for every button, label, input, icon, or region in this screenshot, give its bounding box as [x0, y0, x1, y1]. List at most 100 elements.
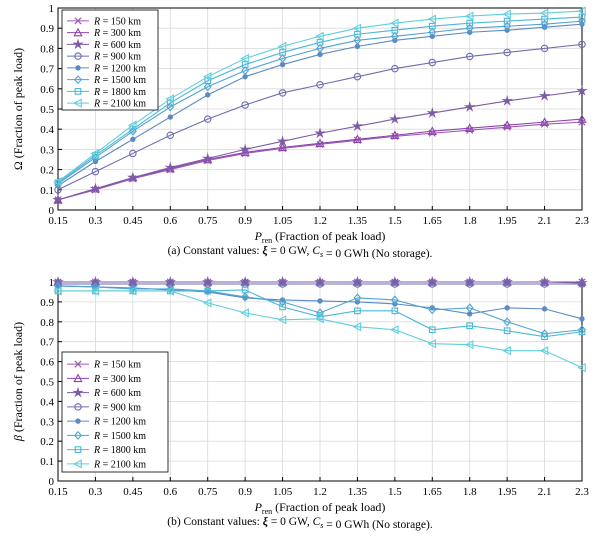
- series-r-600-km: [52, 84, 588, 205]
- legend-label: R = 1200 km: [93, 417, 146, 428]
- marker-triangle: [73, 373, 83, 383]
- x-tick-label: 2.3: [575, 215, 589, 227]
- marker-circle: [203, 115, 212, 123]
- series-group: [52, 6, 588, 205]
- legend-label: R = 1500 km: [93, 75, 146, 86]
- marker-dot: [205, 92, 211, 98]
- figure-caption: (a) Constant values: ξ = 0 GW, Cs = 0 GW…: [168, 244, 433, 260]
- x-axis-label: Pren (Fraction of peak load): [254, 229, 386, 245]
- y-tick-label: 0.7: [40, 337, 54, 349]
- marker-triangle: [465, 123, 475, 132]
- x-tick-label: 1.35: [348, 215, 368, 227]
- marker-diamond: [353, 293, 362, 303]
- marker-square: [74, 88, 82, 95]
- marker-dot: [130, 136, 136, 143]
- legend-label: R = 2100 km: [93, 459, 146, 470]
- legend-label: R = 900 km: [93, 52, 141, 63]
- y-tick-label: 0: [49, 476, 55, 488]
- marker-diamond: [390, 31, 399, 41]
- x-tick-label: 0.45: [123, 215, 143, 227]
- marker-square: [391, 26, 399, 34]
- marker-circle: [503, 48, 511, 57]
- legend: R = 150 kmR = 300 kmR = 600 kmR = 900 km…: [61, 9, 159, 111]
- x-tick-label: 1.8: [463, 486, 477, 498]
- marker-square: [503, 17, 511, 25]
- marker-triangle: [539, 117, 550, 126]
- y-tick-label: 1: [49, 3, 55, 15]
- x-tick-label: 1.05: [273, 215, 293, 227]
- marker-triangle-left: [427, 14, 437, 24]
- x-tick-label: 2.1: [538, 486, 552, 498]
- y-tick-label: 0: [49, 205, 55, 217]
- marker-circle: [74, 403, 82, 411]
- marker-circle: [353, 72, 362, 81]
- marker-triangle-left: [165, 286, 175, 296]
- legend: R = 150 kmR = 300 kmR = 600 kmR = 900 km…: [61, 351, 169, 473]
- marker-triangle: [390, 130, 400, 140]
- marker-diamond: [203, 82, 212, 92]
- marker-star: [538, 89, 551, 101]
- marker-circle: [316, 280, 324, 288]
- marker-triangle: [577, 114, 587, 123]
- marker-diamond: [74, 430, 82, 440]
- marker-dot: [579, 316, 585, 322]
- legend-label: R = 1800 km: [93, 87, 146, 98]
- series-group: [52, 275, 588, 373]
- legend-label: R = 1200 km: [93, 63, 146, 74]
- y-tick-label: 0.6: [40, 357, 54, 369]
- chart-panel-b: 0 0.1 0.2 0.3 0.4 0.5 0.6 0.7 0.8 0.9 1 0.15 0.3 0.45…: [11, 275, 589, 531]
- x-axis: 0.15 0.3 0.45 0.6 0.75 0.9 1.05 1.2 1.35 1.5 1.65 1…: [48, 206, 589, 227]
- marker-triangle-left: [539, 346, 549, 356]
- marker-square: [279, 49, 286, 56]
- y-tick-label: 0.9: [40, 297, 54, 309]
- marker-circle: [465, 280, 474, 288]
- marker-diamond: [128, 126, 137, 136]
- marker-diamond: [503, 317, 512, 327]
- legend-label: R = 2100 km: [93, 99, 146, 110]
- marker-triangle-left: [427, 339, 437, 349]
- marker-square: [391, 307, 399, 315]
- marker-triangle-left: [577, 6, 586, 16]
- x-tick-label: 0.45: [123, 486, 143, 498]
- marker-star: [127, 171, 139, 183]
- y-tick-label: 0.4: [40, 124, 54, 136]
- x-tick-label: 1.2: [313, 215, 327, 227]
- marker-triangle-left: [90, 148, 100, 159]
- marker-triangle-left: [202, 72, 212, 82]
- series-r-1800-km: [54, 13, 586, 187]
- marker-triangle-left: [577, 362, 586, 373]
- y-tick-label: 0.7: [40, 64, 54, 76]
- marker-diamond: [540, 19, 549, 29]
- x-tick-label: 2.1: [538, 215, 552, 227]
- series-line: [58, 290, 583, 369]
- marker-square: [503, 327, 511, 335]
- marker-square: [316, 38, 324, 46]
- marker-circle: [129, 149, 137, 158]
- marker-dot: [75, 65, 81, 71]
- x-tick-label: 0.6: [163, 215, 177, 227]
- chart-panel-a: 0 0.1 0.2 0.3 0.4 0.5 0.6 0.7 0.8 0.9 1 0.15 0.3 0.45…: [11, 3, 589, 260]
- marker-square: [578, 13, 586, 21]
- marker-square: [354, 307, 361, 315]
- x-tick-label: 2.3: [575, 486, 589, 498]
- y-tick-label: 0.1: [40, 185, 54, 197]
- y-tick-label: 0.2: [40, 165, 54, 177]
- marker-diamond: [203, 286, 212, 296]
- marker-square: [541, 333, 548, 341]
- x-tick-label: 1.8: [463, 215, 477, 227]
- legend-label: R = 150 km: [93, 360, 141, 371]
- legend-label: R = 300 km: [93, 374, 141, 385]
- y-tick-label: 1: [49, 277, 55, 289]
- x-tick-label: 0.15: [48, 486, 68, 498]
- marker-star: [389, 113, 401, 125]
- marker-circle: [241, 101, 249, 109]
- series-line: [57, 16, 583, 184]
- y-tick-label: 0.1: [40, 456, 54, 468]
- marker-circle: [578, 40, 586, 49]
- marker-triangle-left: [53, 177, 62, 187]
- marker-circle: [166, 280, 175, 288]
- marker-diamond: [278, 53, 287, 64]
- marker-diamond: [428, 27, 437, 37]
- x-tick-label: 1.5: [388, 215, 402, 227]
- x-tick-label: 0.9: [238, 215, 252, 227]
